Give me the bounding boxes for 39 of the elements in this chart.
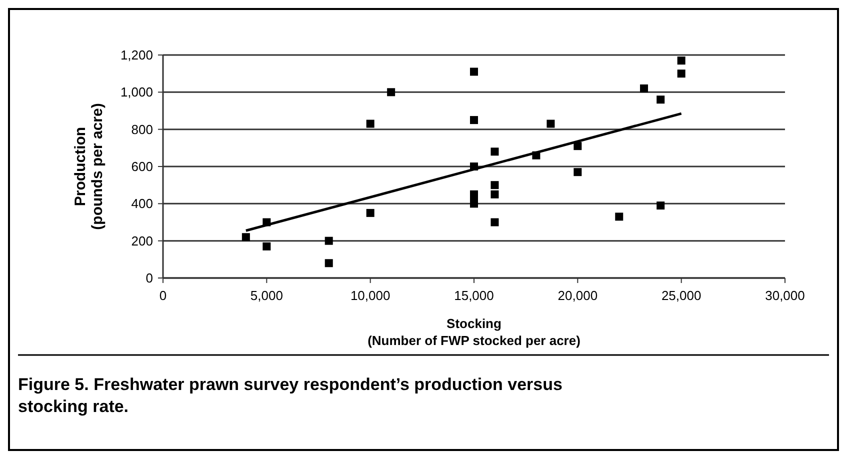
point [640, 84, 648, 92]
point [546, 120, 555, 128]
y-tick-label: 600 [131, 159, 153, 174]
point [490, 190, 499, 198]
point [324, 236, 333, 245]
point [490, 218, 499, 226]
y-tick-label: 1,000 [120, 84, 153, 100]
point [242, 233, 250, 242]
x-axis-title: Stocking (Number of FWP stocked per acre) [368, 316, 580, 348]
y-tick-label: 0 [146, 270, 153, 286]
x-tick-label: 25,000 [661, 288, 702, 303]
point [387, 88, 396, 96]
y-axis-title: Production (pounds per acre) [72, 103, 106, 230]
point [615, 212, 624, 221]
point [574, 168, 582, 176]
x-tick-label: 0 [159, 288, 167, 303]
point [366, 120, 374, 128]
point [677, 56, 686, 65]
x-tick-label: 20,000 [558, 288, 598, 303]
point [262, 242, 271, 250]
y-tick-label: 800 [131, 122, 153, 137]
point [470, 68, 478, 76]
point [490, 148, 499, 156]
point [677, 70, 686, 78]
x-tick-label: 5,000 [250, 288, 283, 303]
text: Figure 5. Freshwater prawn survey respondent’s production versus stocking rate. [18, 375, 562, 416]
point [324, 259, 333, 268]
y-tick-label: 400 [131, 196, 153, 212]
point [574, 142, 582, 150]
point [470, 116, 478, 124]
point [490, 181, 499, 190]
point [366, 208, 374, 217]
y-tick-label: 1,200 [120, 48, 153, 63]
x-tick-label: 10,000 [350, 288, 390, 303]
point [656, 202, 665, 210]
x-tick-label: 15,000 [454, 288, 494, 303]
y-tick-label: 200 [131, 233, 153, 248]
point [656, 96, 665, 104]
x-tick-label: 30,000 [765, 288, 805, 303]
